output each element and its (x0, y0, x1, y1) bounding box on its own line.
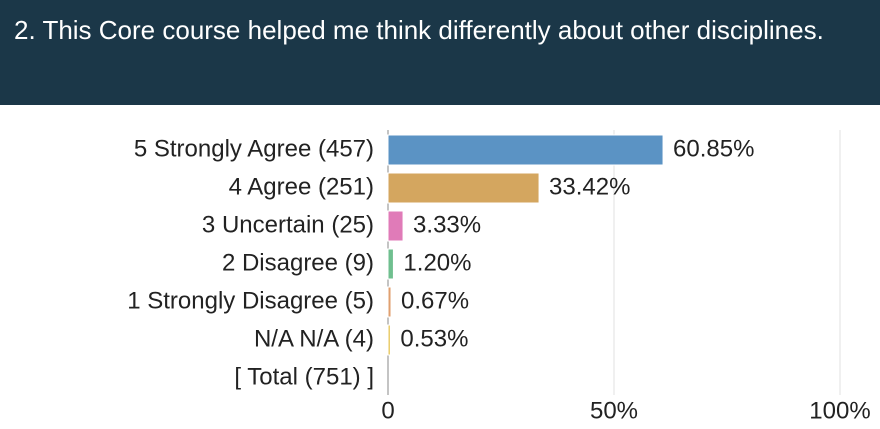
bar (387, 248, 394, 280)
x-tick-label: 0 (381, 397, 394, 424)
y-tick-label: N/A N/A (4) (254, 325, 374, 352)
value-label: 0.53% (400, 325, 468, 352)
y-tick-label: [ Total (751) ] (234, 363, 374, 390)
chart-title: 2. This Core course helped me think diff… (0, 0, 880, 105)
value-label: 0.67% (401, 287, 469, 314)
y-tick-label: 2 Disagree (9) (222, 249, 374, 276)
bar (387, 210, 404, 242)
y-tick-label: 1 Strongly Disagree (5) (127, 287, 374, 314)
bar (387, 286, 392, 318)
value-label: 3.33% (413, 211, 481, 238)
y-tick-label: 3 Uncertain (25) (202, 211, 374, 238)
y-tick-label: 4 Agree (251) (229, 173, 374, 200)
value-label: 1.20% (403, 249, 471, 276)
x-tick-label: 100% (809, 397, 870, 424)
x-tick-label: 50% (590, 397, 638, 424)
bar (387, 324, 391, 356)
bar (387, 172, 540, 204)
chart: 0 50% 100% 5 Strongly Agree (457) 60.85% 4 Ag… (127, 130, 871, 424)
value-label: 33.42% (549, 173, 630, 200)
y-tick-label: 5 Strongly Agree (457) (134, 135, 374, 162)
bar (387, 134, 664, 166)
value-label: 60.85% (673, 135, 754, 162)
